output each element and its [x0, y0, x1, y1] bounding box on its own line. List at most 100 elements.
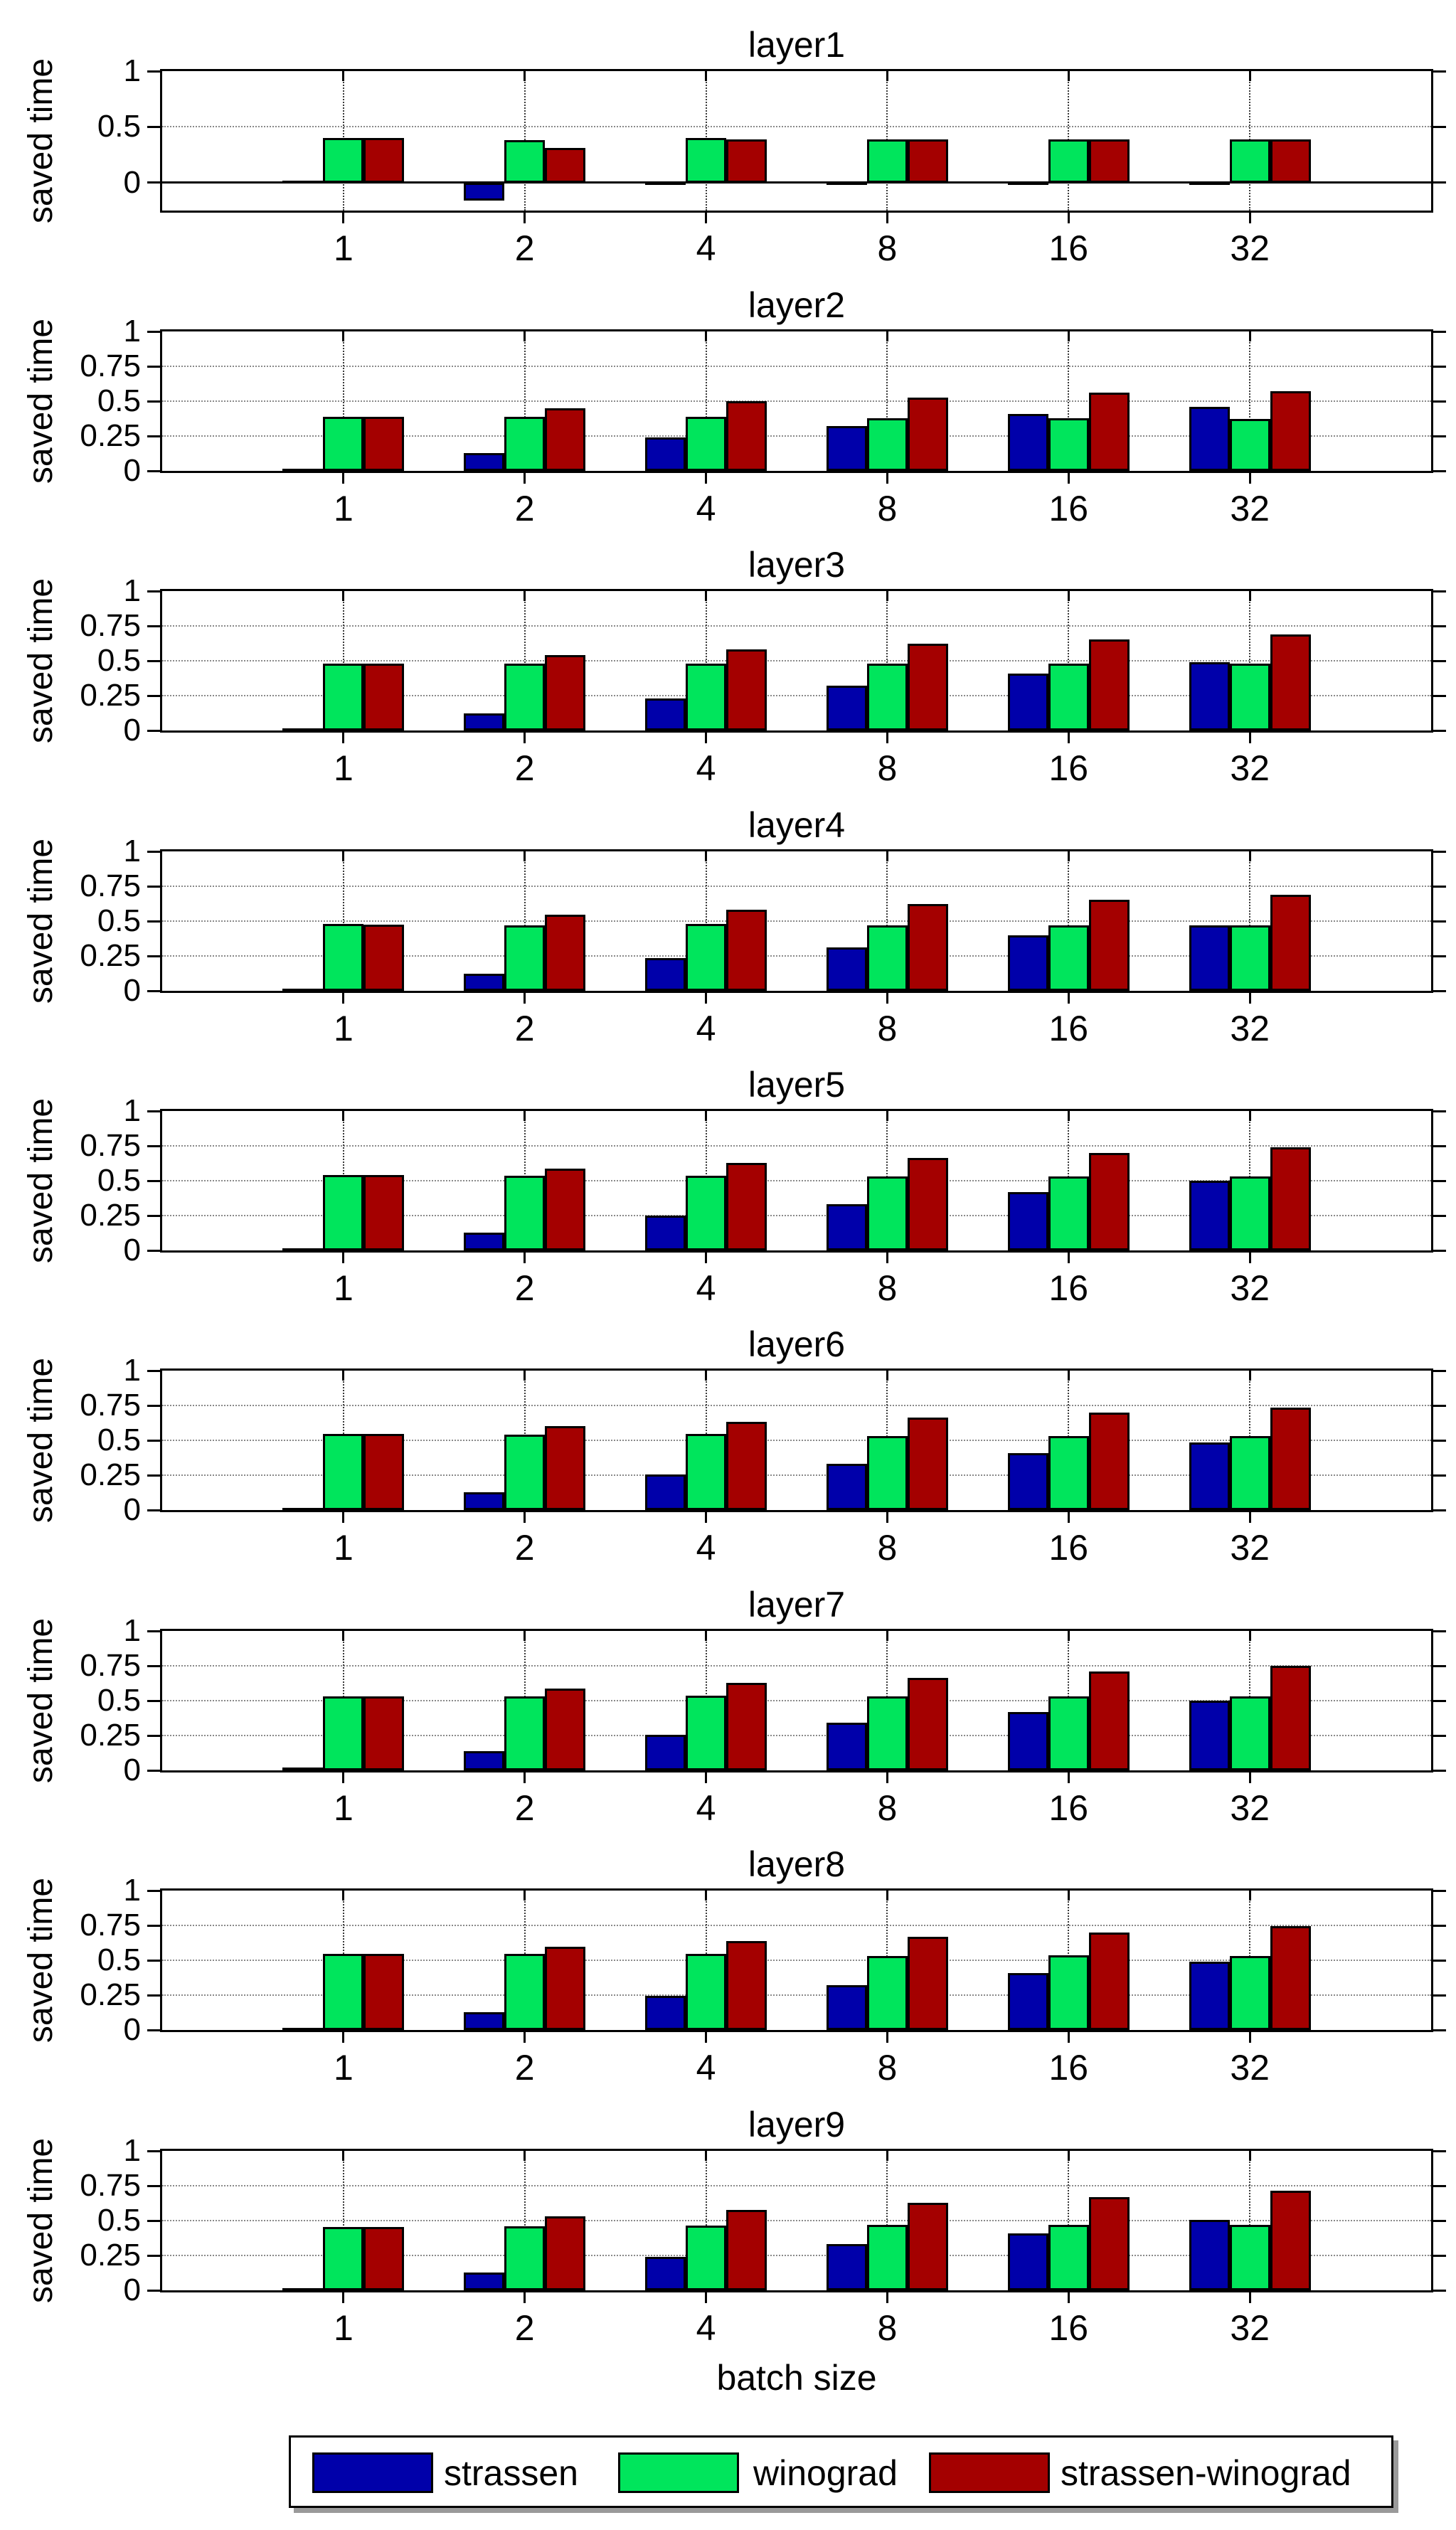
x-tick-label: 16 [1048, 1009, 1089, 1048]
x-tick-mark [1067, 2290, 1070, 2303]
x-tick-label: 2 [514, 1788, 535, 1828]
bar-strassen-winograd [907, 644, 948, 730]
x-tick-label: 32 [1230, 748, 1270, 788]
x-tick-mark [524, 1510, 526, 1523]
bar-strassen-winograd [907, 1157, 948, 1250]
gridline-horizontal [162, 1440, 1431, 1441]
gridline-vertical [886, 851, 888, 991]
bar-strassen [1189, 2220, 1230, 2290]
x-tick-mark-top [1248, 71, 1251, 81]
bar-strassen-winograd [1270, 894, 1311, 991]
bar-strassen [282, 1248, 324, 1250]
x-tick-mark [1248, 991, 1251, 1004]
bar-winograd [866, 2224, 908, 2290]
bar-strassen-winograd [726, 649, 767, 730]
bar-strassen [464, 1492, 505, 1510]
x-tick-mark [342, 471, 345, 484]
y-tick-label: 0.75 [80, 2168, 141, 2203]
bar-winograd [866, 418, 908, 471]
bar-strassen-winograd [363, 1696, 405, 1770]
bar-strassen [826, 2244, 867, 2290]
x-tick-mark-top [1248, 331, 1251, 341]
y-tick-mark-left [147, 469, 160, 472]
y-tick-label: 0.5 [97, 1163, 141, 1198]
x-tick-label: 4 [696, 489, 716, 528]
x-tick-label: 32 [1230, 1009, 1270, 1048]
axes-box [160, 2149, 1433, 2292]
x-tick-mark-top [1067, 71, 1070, 81]
y-tick-mark-left [147, 989, 160, 992]
y-tick-label: 0 [123, 1233, 141, 1267]
y-tick-mark-left [147, 2289, 160, 2292]
bar-strassen-winograd [363, 663, 405, 730]
bar-winograd [1229, 2224, 1270, 2290]
x-tick-mark-top [524, 1371, 526, 1381]
bar-winograd [1048, 1696, 1089, 1770]
bar-winograd [866, 1176, 908, 1250]
bar-winograd [686, 138, 727, 183]
x-tick-label: 2 [514, 489, 535, 528]
y-tick-mark-left [147, 1110, 160, 1112]
y-tick-mark-left [147, 1959, 160, 1962]
bar-strassen [645, 182, 686, 185]
bar-strassen [282, 728, 324, 730]
y-tick-mark-left [147, 181, 160, 184]
x-tick-mark-top [524, 1111, 526, 1121]
bar-strassen-winograd [1088, 1412, 1130, 1510]
bar-winograd [323, 2226, 364, 2290]
bar-winograd [504, 2226, 546, 2290]
y-tick-mark-right [1433, 1474, 1446, 1477]
x-tick-mark [705, 991, 708, 1004]
bar-strassen [282, 1768, 324, 1770]
y-tick-mark-left [147, 400, 160, 403]
y-tick-mark-right [1433, 1214, 1446, 1217]
x-tick-mark-top [1248, 851, 1251, 861]
gridline-vertical [1068, 331, 1070, 471]
y-tick-label: 0 [123, 1753, 141, 1787]
x-tick-mark-top [886, 331, 888, 341]
x-tick-mark [1248, 471, 1251, 484]
x-tick-mark-top [342, 331, 345, 341]
y-tick-mark-right [1433, 1769, 1446, 1772]
x-tick-mark [1248, 2030, 1251, 2043]
y-tick-mark-right [1433, 435, 1446, 437]
bar-strassen-winograd [545, 1426, 586, 1510]
x-tick-mark-top [705, 1631, 708, 1641]
x-tick-label: 1 [333, 228, 354, 268]
bar-strassen-winograd [1088, 2196, 1130, 2290]
gridline-horizontal [162, 1700, 1431, 1701]
legend-swatch-strassen [312, 2452, 433, 2493]
x-tick-label: 1 [333, 2048, 354, 2088]
y-tick-mark-right [1433, 729, 1446, 732]
y-tick-label: 0.75 [80, 1648, 141, 1683]
x-tick-label: 8 [877, 228, 898, 268]
bar-strassen-winograd [907, 1677, 948, 1770]
x-tick-mark [705, 471, 708, 484]
bar-strassen [1189, 925, 1230, 991]
x-tick-mark-top [886, 1111, 888, 1121]
bar-strassen [464, 2011, 505, 2030]
x-tick-mark-top [1067, 1631, 1070, 1641]
x-tick-mark [1067, 2030, 1070, 2043]
x-tick-mark [1248, 1250, 1251, 1263]
bar-strassen-winograd [726, 401, 767, 471]
bar-strassen-winograd [363, 1175, 405, 1250]
bar-strassen-winograd [1270, 634, 1311, 730]
x-tick-label: 8 [877, 1268, 898, 1308]
y-tick-mark-left [147, 1994, 160, 1997]
axes-box [160, 329, 1433, 473]
x-tick-mark-top [342, 1891, 345, 1901]
bar-strassen [1189, 1701, 1230, 1770]
bar-winograd [1048, 1955, 1089, 2030]
x-tick-label: 8 [877, 1528, 898, 1568]
x-tick-mark [886, 2030, 888, 2043]
x-tick-label: 32 [1230, 2048, 1270, 2088]
x-tick-mark-top [342, 1631, 345, 1641]
bar-winograd [1229, 1696, 1270, 1770]
bar-strassen [1007, 935, 1048, 991]
subplot-title: layer8 [748, 1844, 846, 1884]
y-tick-mark-right [1433, 1630, 1446, 1632]
x-tick-mark-top [524, 851, 526, 861]
gridline-vertical [1249, 591, 1251, 730]
bar-winograd [323, 1696, 364, 1770]
